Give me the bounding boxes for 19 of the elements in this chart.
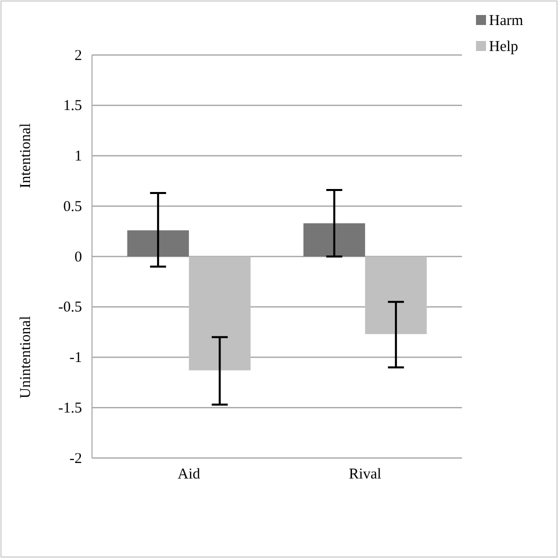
y-tick-label: -2 [70,450,82,467]
text: Intentional [18,123,34,188]
y-tick-label: 1.5 [63,98,82,114]
bar [127,230,189,256]
legend-label: Help [489,39,518,55]
y-tick-label: -1.5 [58,400,82,416]
x-tick-label: Aid [178,466,201,483]
bar [365,256,427,334]
x-tick-label: Rival [348,466,382,483]
bar [188,256,251,370]
y-tick-label: 0 [74,249,82,266]
y-tick-label: 0.5 [63,198,82,215]
text: Unintentional [18,316,34,398]
y-tick-label: -1 [70,350,82,366]
y-tick-label: 2 [74,48,82,64]
legend-label: Harm [489,13,524,29]
y-tick-label: 1 [74,148,82,165]
bar [303,223,366,256]
y-tick-label: -0.5 [58,300,82,316]
